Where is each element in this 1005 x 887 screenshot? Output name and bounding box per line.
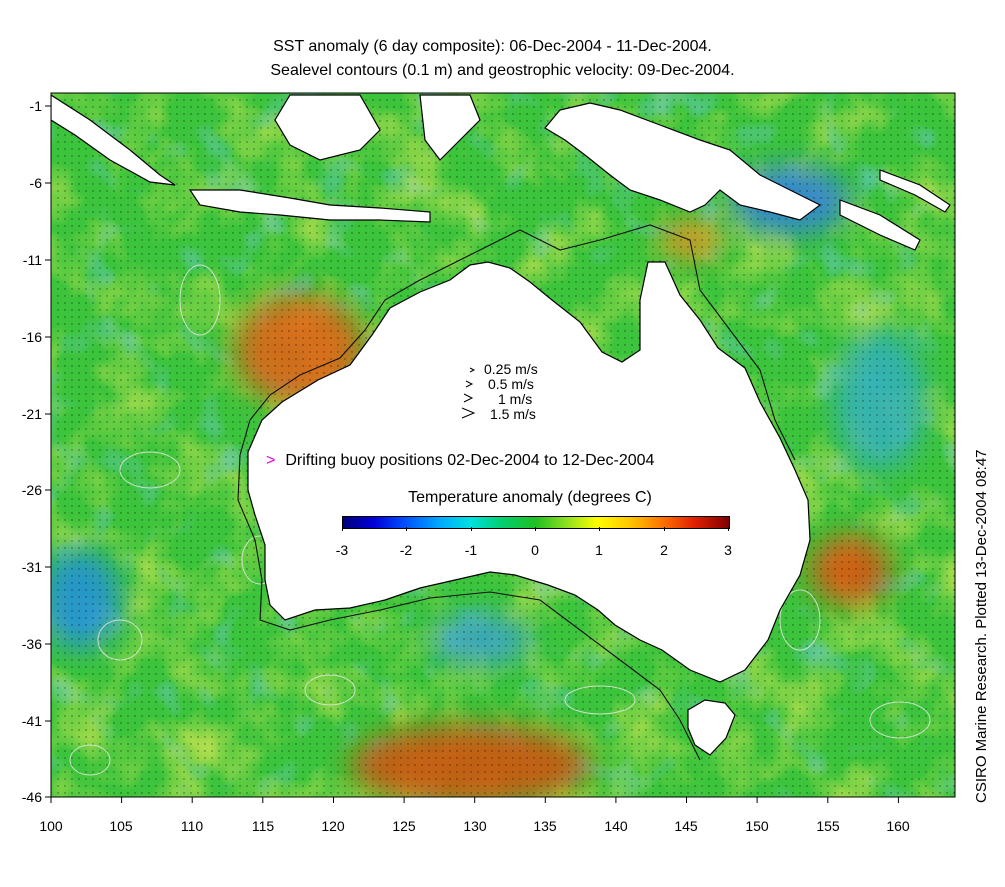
colorbar-tick-label: -1: [464, 542, 478, 558]
colorbar-tick-label: 0: [531, 542, 539, 558]
x-tick-label: 125: [392, 818, 416, 834]
sulawesi-land: [419, 94, 481, 161]
x-tick-label: 155: [816, 818, 840, 834]
colorbar-tick-label: 2: [660, 542, 668, 558]
arrow-1: [463, 393, 474, 403]
colorbar-tick-mark: [342, 527, 343, 531]
velocity-legend-arrows: [461, 367, 476, 419]
x-tick-label: 140: [604, 818, 628, 834]
arrow-1-5: [461, 407, 476, 419]
x-tick-label: 105: [109, 818, 133, 834]
y-tick-label: -21: [21, 406, 42, 422]
velocity-legend-label: 1.5 m/s: [490, 406, 536, 422]
buoy-marker-icon: >: [266, 452, 276, 469]
colorbar-tick-mark: [471, 527, 472, 531]
sealevel-contours: [69, 264, 931, 776]
y-tick-label: -6: [29, 175, 42, 191]
y-tick-label: -36: [21, 636, 42, 652]
borneo-land: [274, 94, 381, 161]
png-east-islands: [839, 199, 921, 251]
y-tick-label: -16: [21, 329, 42, 345]
axis-ticks: [45, 105, 899, 803]
y-tick-label: -31: [21, 559, 42, 575]
y-tick-label: -26: [21, 482, 42, 498]
colorbar-title: Temperature anomaly (degrees C): [408, 489, 652, 506]
x-tick-label: 135: [533, 818, 557, 834]
velocity-legend-label: 1 m/s: [498, 391, 533, 407]
x-tick-label: 150: [745, 818, 769, 834]
map-frame: [50, 92, 956, 798]
y-tick-label: -41: [21, 713, 42, 729]
x-tick-label: 120: [321, 818, 345, 834]
colorbar-tick-mark: [664, 527, 665, 531]
sumatra-borneo-land: [51, 94, 176, 186]
colorbar-tick-mark: [728, 527, 729, 531]
solomon-islands: [879, 169, 951, 213]
colorbar-tick-label: -3: [335, 542, 349, 558]
arrow-0-5: [465, 380, 474, 388]
y-tick-label: -11: [22, 252, 42, 268]
colorbar-tick-mark: [535, 527, 536, 531]
temperature-colorbar: [342, 516, 730, 529]
land-masses: [51, 94, 951, 756]
y-tick-label: -1: [29, 98, 42, 114]
colorbar-tick-mark: [406, 527, 407, 531]
java-land: [188, 189, 431, 223]
arrow-0-25: [469, 367, 476, 373]
x-tick-label: 100: [39, 818, 63, 834]
buoy-legend: > Drifting buoy positions 02-Dec-2004 to …: [266, 452, 654, 470]
x-tick-label: 160: [886, 818, 910, 834]
credit-text: CSIRO Marine Research. Plotted 13-Dec-20…: [973, 449, 990, 803]
australia-land: [247, 261, 811, 683]
x-tick-label: 145: [674, 818, 698, 834]
shelf-contour: [237, 224, 796, 761]
velocity-legend-label: 0.25 m/s: [484, 361, 538, 377]
colorbar-tick-label: 3: [724, 542, 732, 558]
x-tick-label: 110: [180, 818, 204, 834]
colorbar-tick-mark: [599, 527, 600, 531]
tasmania-land: [687, 699, 736, 756]
y-tick-label: -46: [21, 789, 42, 805]
figure-title-line2: Sealevel contours (0.1 m) and geostrophi…: [270, 62, 735, 79]
new-guinea-land: [544, 102, 822, 221]
buoy-legend-label: Drifting buoy positions 02-Dec-2004 to 1…: [285, 452, 655, 469]
figure-title-line1: SST anomaly (6 day composite): 06-Dec-20…: [273, 38, 712, 55]
velocity-legend-label: 0.5 m/s: [488, 376, 534, 392]
colorbar-tick-label: -2: [399, 542, 413, 558]
x-tick-label: 115: [251, 818, 275, 834]
x-tick-label: 130: [463, 818, 487, 834]
colorbar-tick-label: 1: [595, 542, 603, 558]
